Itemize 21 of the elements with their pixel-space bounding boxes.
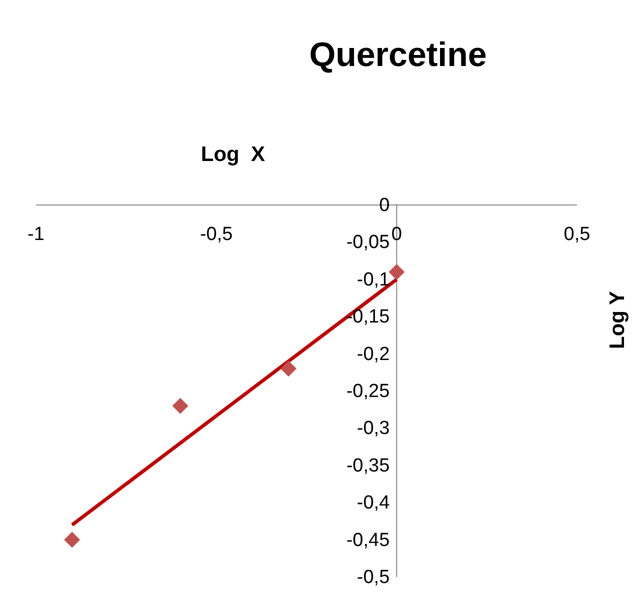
x-tick-label: -0,5 bbox=[200, 224, 233, 245]
point bbox=[280, 360, 296, 377]
y-tick-label: -0,05 bbox=[346, 232, 390, 254]
y-tick-label: -0,2 bbox=[356, 344, 390, 365]
y-tick-label: -0,1 bbox=[356, 269, 390, 290]
y-axis-title: Log Y bbox=[606, 290, 630, 351]
y-tick-label: -0,35 bbox=[346, 455, 390, 476]
y-tick-label: 0 bbox=[379, 195, 390, 216]
x-tick-label: -1 bbox=[28, 224, 44, 245]
y-tick-label: -0,45 bbox=[346, 530, 390, 551]
y-tick-label: -0,25 bbox=[346, 381, 390, 402]
point bbox=[172, 398, 188, 414]
chart-title: Quercetine bbox=[308, 36, 488, 75]
x-axis-title: Log X bbox=[200, 143, 266, 167]
point bbox=[64, 532, 80, 548]
y-tick-label: -0,4 bbox=[356, 492, 390, 514]
y-tick-label: -0,3 bbox=[356, 418, 390, 440]
y-tick-label: -0,15 bbox=[346, 306, 390, 328]
point bbox=[388, 264, 405, 280]
x-tick-label: 0,5 bbox=[564, 224, 590, 245]
y-tick-label: -0,5 bbox=[356, 567, 390, 588]
